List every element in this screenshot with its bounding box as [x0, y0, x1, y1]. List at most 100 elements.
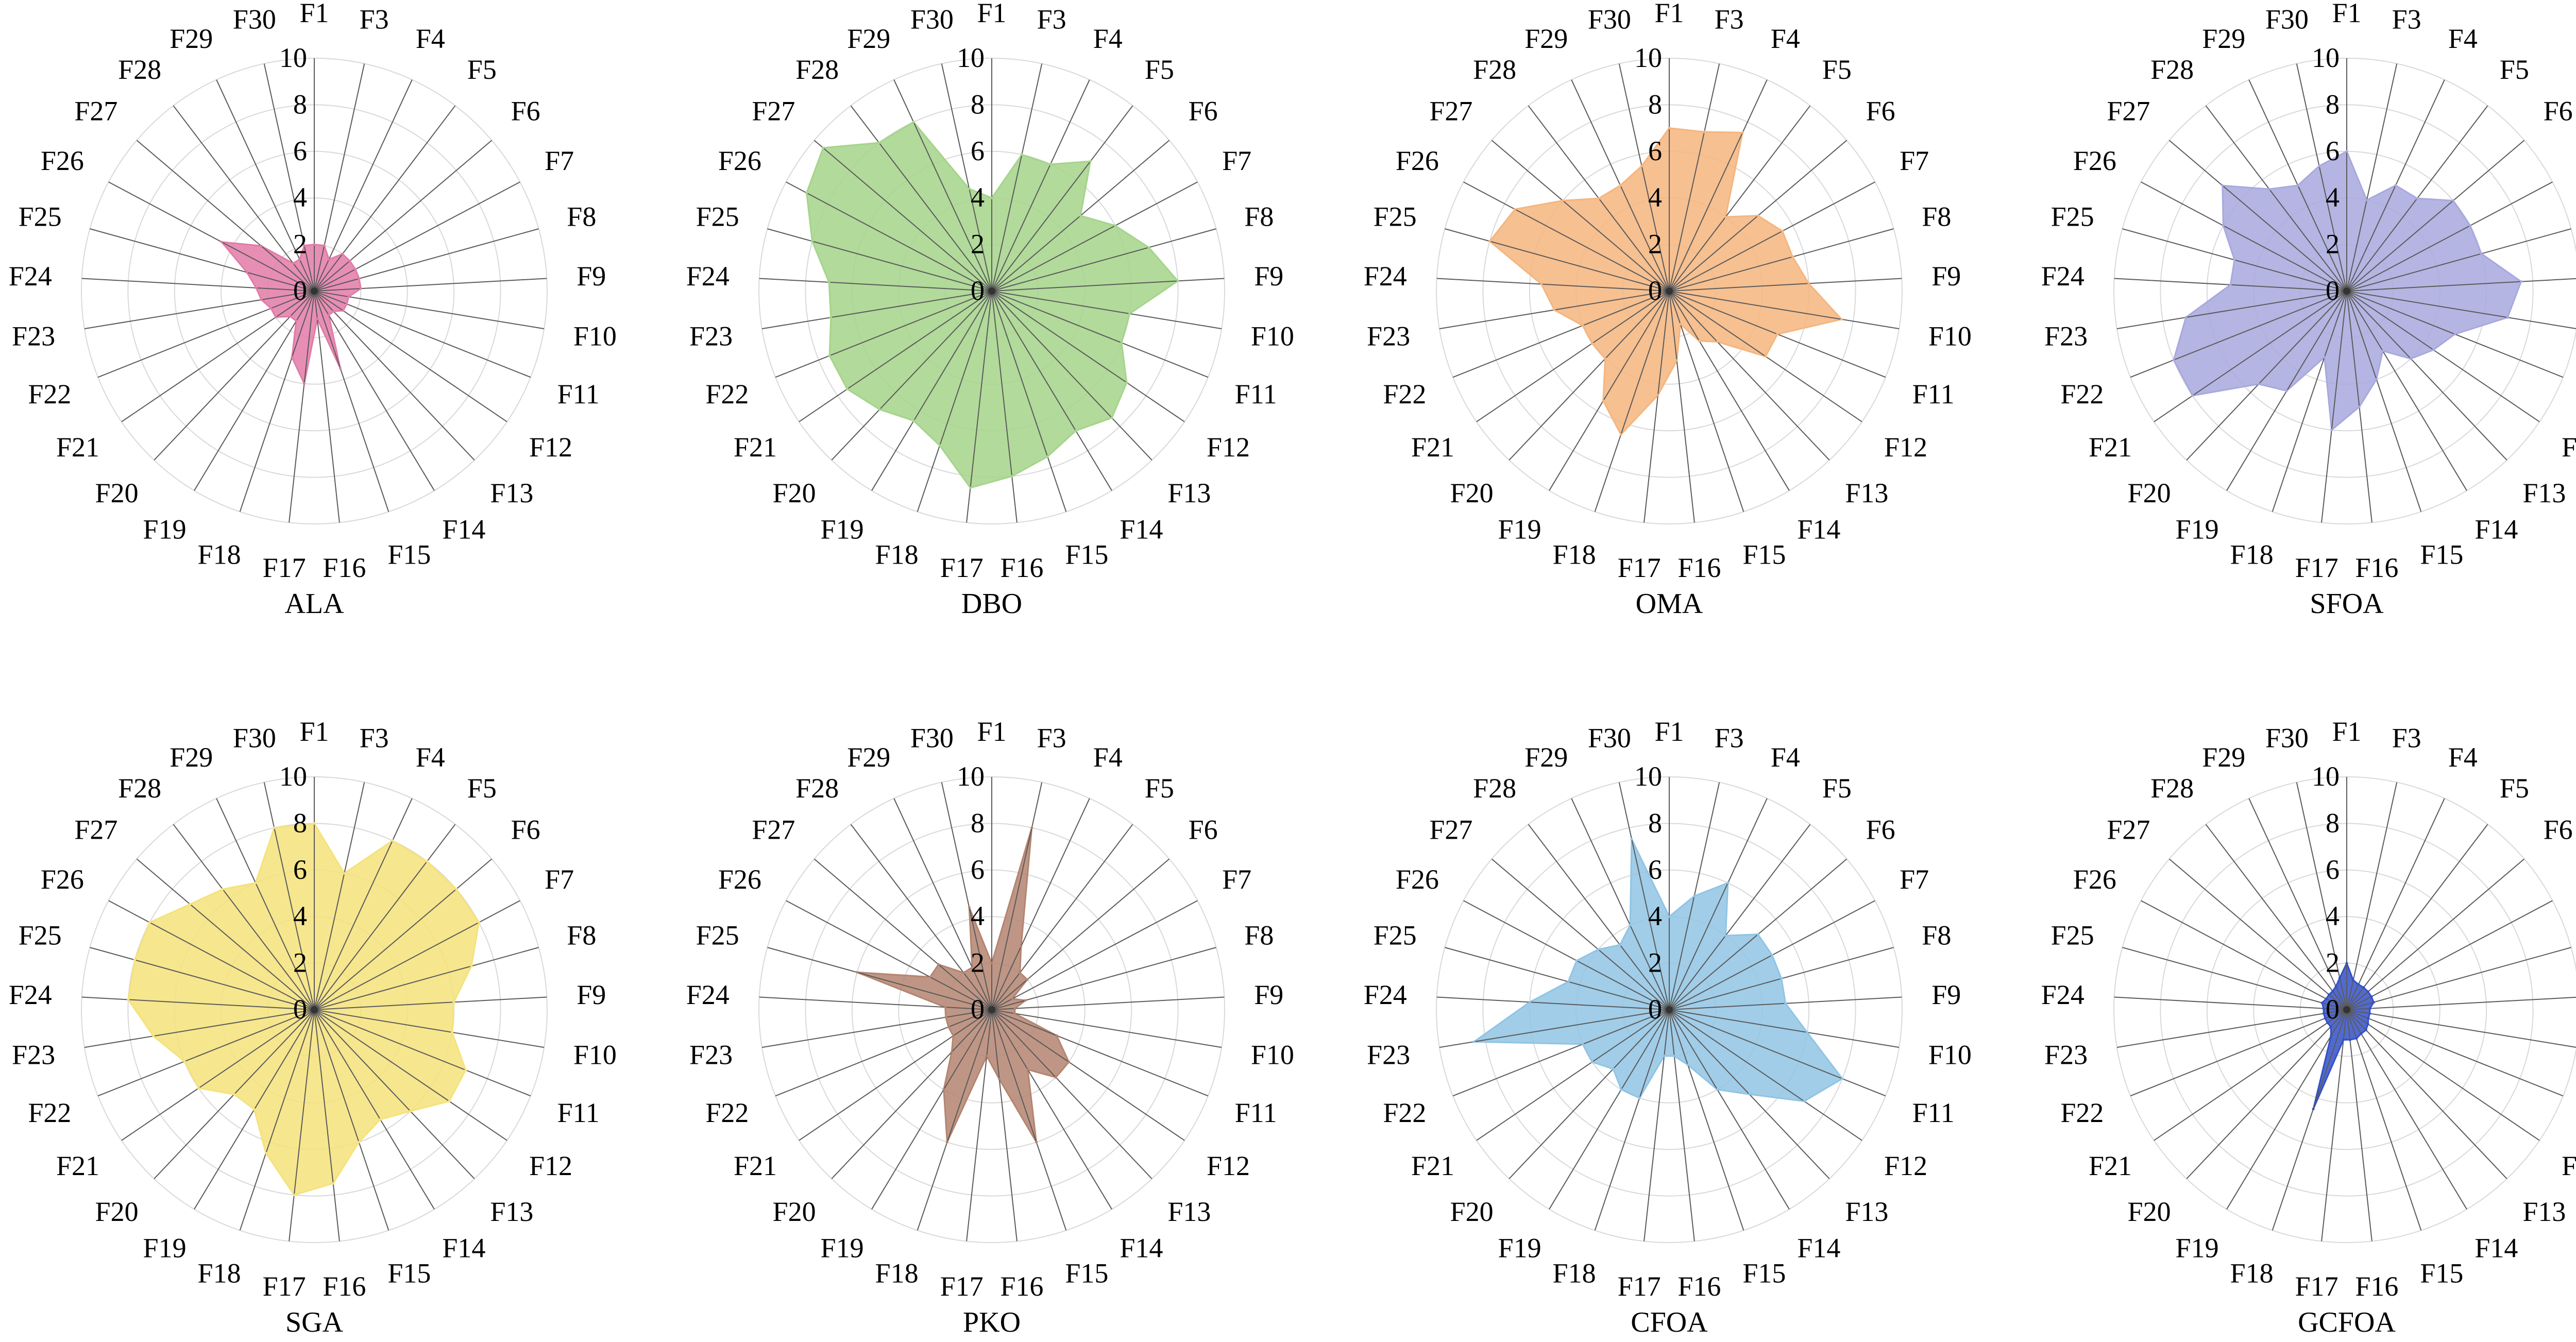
- category-label-f13: F13: [1845, 1196, 1888, 1227]
- data-point-f22: [269, 307, 273, 310]
- category-label-f9: F9: [577, 261, 606, 292]
- radial-tick-label: 6: [2326, 135, 2340, 166]
- data-point-f8: [1024, 999, 1027, 1002]
- category-label-f19: F19: [143, 514, 187, 545]
- data-point-f28: [1618, 943, 1621, 946]
- data-point-f1: [990, 962, 993, 965]
- spoke-line: [775, 1009, 992, 1097]
- category-label-f4: F4: [1771, 23, 1800, 54]
- spoke-line: [1669, 824, 1811, 1010]
- category-label-f5: F5: [467, 54, 497, 85]
- category-label-f18: F18: [198, 1258, 241, 1289]
- data-point-f11: [1776, 333, 1779, 336]
- panel-title: DBO: [961, 588, 1022, 620]
- spoke-line: [289, 1009, 315, 1242]
- category-label-f14: F14: [442, 1233, 485, 1264]
- spoke-line: [991, 1009, 1067, 1231]
- spoke-line: [2346, 181, 2553, 292]
- category-label-f20: F20: [95, 1196, 139, 1227]
- category-label-f27: F27: [752, 814, 795, 845]
- data-point-f17: [985, 1055, 988, 1058]
- data-point-f28: [877, 141, 880, 144]
- category-label-f21: F21: [56, 432, 99, 463]
- radial-tick-label: 4: [1648, 182, 1662, 213]
- category-label-f24: F24: [9, 979, 52, 1010]
- spoke-line: [991, 63, 1043, 292]
- spoke-line: [1594, 1009, 1670, 1231]
- spoke-line: [97, 291, 315, 378]
- radial-tick-label: 4: [2326, 182, 2340, 213]
- category-label-f29: F29: [1524, 23, 1568, 54]
- data-point-f6: [1026, 978, 1029, 981]
- radial-tick-label: 0: [1648, 275, 1662, 306]
- category-label-f7: F7: [545, 864, 574, 895]
- spoke-line: [871, 291, 992, 491]
- data-point-f15: [358, 1141, 361, 1144]
- category-label-f22: F22: [2060, 379, 2104, 410]
- data-point-f7: [1771, 954, 1774, 957]
- spoke-line: [991, 291, 1067, 512]
- data-point-f18: [264, 1151, 267, 1154]
- spoke-line: [314, 1009, 507, 1141]
- radial-tick-label: 8: [293, 807, 307, 838]
- data-point-f30: [968, 906, 971, 909]
- data-point-f4: [1049, 163, 1052, 166]
- data-point-f11: [464, 1068, 467, 1072]
- category-label-f10: F10: [1251, 1039, 1294, 1070]
- category-label-f21: F21: [734, 432, 777, 463]
- category-label-f7: F7: [545, 145, 574, 176]
- data-point-f8: [1147, 246, 1150, 249]
- data-point-f14: [2360, 1032, 2363, 1035]
- category-label-f28: F28: [2150, 773, 2194, 804]
- category-label-f25: F25: [2051, 201, 2094, 232]
- category-label-f8: F8: [567, 920, 596, 951]
- spoke-line: [2346, 1009, 2564, 1097]
- data-point-f9: [1013, 1007, 1016, 1010]
- radial-tick-label: 6: [293, 854, 307, 885]
- data-point-f20: [2329, 1025, 2332, 1028]
- radial-tick-label: 2: [293, 947, 307, 978]
- data-point-f18: [291, 356, 294, 359]
- data-point-f27: [2221, 184, 2224, 187]
- data-point-f5: [1089, 160, 1092, 163]
- category-label-f6: F6: [2544, 95, 2573, 126]
- spoke-line: [786, 900, 992, 1010]
- spoke-line: [759, 278, 992, 292]
- category-label-f30: F30: [2265, 4, 2309, 35]
- data-point-f5: [1019, 971, 1022, 974]
- radial-tick-label: 10: [2312, 761, 2340, 792]
- spoke-line: [314, 858, 493, 1010]
- spoke-line: [2130, 1009, 2347, 1097]
- spoke-line: [1491, 140, 1670, 292]
- center-dot: [1666, 287, 1673, 295]
- spoke-line: [991, 858, 1170, 1010]
- data-point-f1: [1668, 127, 1671, 130]
- category-label-f17: F17: [940, 552, 984, 583]
- category-label-f15: F15: [1065, 1258, 1108, 1289]
- spoke-line: [991, 79, 1090, 292]
- category-label-f24: F24: [1364, 261, 1407, 292]
- data-point-f28: [1597, 197, 1600, 200]
- data-point-f7: [2469, 224, 2472, 227]
- spoke-line: [761, 1009, 992, 1048]
- data-point-f6: [1756, 933, 1759, 936]
- spoke-line: [314, 824, 456, 1010]
- category-label-f12: F12: [1884, 1150, 1927, 1181]
- data-point-f13: [1054, 1076, 1057, 1079]
- radial-tick-label: 2: [2326, 947, 2340, 978]
- data-point-f4: [391, 839, 394, 842]
- category-label-f10: F10: [573, 320, 617, 351]
- category-label-f24: F24: [9, 261, 52, 292]
- radial-tick-label: 8: [1648, 807, 1662, 838]
- category-label-f6: F6: [1189, 814, 1218, 845]
- spoke-line: [2296, 63, 2347, 292]
- data-point-f22: [828, 354, 831, 357]
- radial-tick-label: 0: [971, 275, 985, 306]
- spoke-line: [991, 1009, 1209, 1097]
- data-point-f25: [811, 240, 814, 243]
- category-label-f23: F23: [1367, 1039, 1410, 1070]
- spoke-line: [1669, 291, 1830, 461]
- spoke-line: [314, 798, 413, 1010]
- data-point-f14: [1026, 1068, 1029, 1071]
- data-point-f16: [1673, 1055, 1676, 1058]
